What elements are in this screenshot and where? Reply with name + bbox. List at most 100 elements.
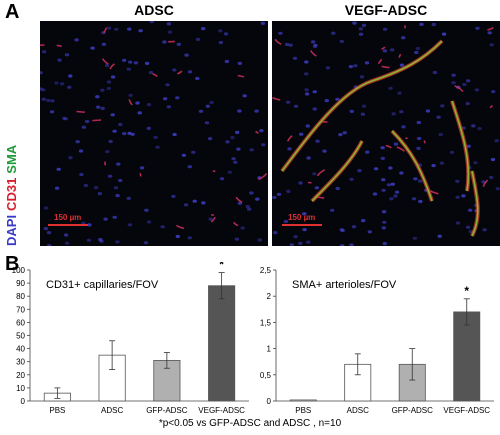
nucleus (223, 32, 229, 36)
nucleus (144, 208, 149, 212)
y-tick-label: 0 (267, 397, 272, 406)
nucleus (165, 83, 170, 87)
nucleus (494, 139, 499, 143)
capillary (210, 216, 216, 223)
nucleus (254, 109, 259, 113)
bar (289, 399, 317, 402)
nucleus (218, 40, 224, 45)
nucleus (473, 161, 478, 165)
nucleus (390, 182, 395, 186)
nucleus (201, 27, 206, 31)
nucleus (401, 36, 406, 40)
chart-sma-arterioles: 0 0,5 1 1,5 2 2,5 SMA+ arterioles/FOV PBS ADSC GF… (260, 266, 494, 414)
nucleus (90, 46, 95, 50)
nucleus (93, 186, 99, 190)
nucleus (127, 223, 133, 227)
nucleus (358, 32, 364, 36)
nucleus (245, 204, 250, 209)
nucleus (235, 130, 240, 134)
nucleus (175, 234, 180, 239)
nucleus (417, 179, 423, 183)
nucleus (172, 132, 177, 137)
nucleus (187, 165, 192, 169)
nucleus (81, 221, 86, 225)
y-tick-label: 30 (16, 358, 25, 367)
nucleus (335, 186, 340, 191)
nucleus (285, 100, 291, 104)
nucleus (451, 73, 456, 77)
nucleus (249, 191, 254, 195)
nucleus (171, 194, 176, 198)
nucleus (205, 104, 210, 108)
nucleus (302, 228, 307, 232)
nucleus (351, 225, 357, 229)
x-tick-label: GFP-ADSC (392, 406, 434, 414)
x-tick-label: VEGF-ADSC (198, 406, 245, 414)
nucleus (162, 40, 167, 44)
nucleus (364, 61, 370, 65)
nucleus (143, 241, 149, 245)
nucleus (181, 153, 187, 157)
y-tick-label: 0,5 (260, 371, 272, 380)
nucleus (436, 115, 441, 119)
capillary (176, 70, 183, 75)
nucleus (415, 46, 421, 51)
nucleus (47, 243, 52, 246)
micrograph-adsc: 150 µm (40, 21, 268, 246)
capillary (272, 96, 281, 101)
nucleus (312, 90, 317, 94)
nucleus (113, 186, 119, 190)
nucleus (122, 132, 127, 136)
nucleus (389, 197, 394, 201)
nucleus (195, 76, 200, 81)
capillary (423, 140, 426, 144)
nucleus (127, 131, 132, 135)
capillary (40, 44, 45, 47)
nucleus (218, 29, 223, 33)
nucleus (224, 59, 230, 64)
nucleus (278, 31, 283, 35)
nucleus (44, 206, 49, 210)
nucleus (381, 226, 386, 230)
nucleus (86, 238, 92, 242)
chart-cd31-capillaries: 0 10 20 30 40 50 60 70 80 90 100 CD31+ capillaries/… (12, 262, 249, 414)
bar (208, 285, 236, 402)
nucleus (465, 225, 471, 229)
micrograph-vegf-adsc-image (272, 21, 500, 246)
nucleus (352, 21, 357, 25)
nucleus (135, 101, 140, 105)
nucleus (249, 148, 254, 152)
nucleus (304, 60, 309, 64)
capillary (398, 53, 402, 58)
nucleus (367, 230, 372, 234)
nucleus (462, 82, 467, 87)
nucleus (104, 63, 110, 68)
x-tick-label: VEGF-ADSC (443, 406, 490, 414)
nucleus (365, 150, 370, 154)
nucleus (361, 219, 366, 223)
nucleus (490, 157, 496, 162)
footnote: *p<0.05 vs GFP-ADSC and ADSC , n=10 (158, 418, 342, 429)
nucleus (466, 79, 471, 83)
sma-stain (471, 170, 479, 237)
nucleus (431, 164, 436, 168)
x-tick-label: ADSC (101, 406, 123, 414)
nucleus (64, 53, 70, 57)
nucleus (489, 175, 494, 180)
y-tick-label: 70 (16, 305, 25, 314)
x-tick-label: ADSC (347, 406, 369, 414)
capillary (175, 224, 185, 230)
nucleus (43, 227, 48, 231)
nucleus (78, 149, 84, 153)
nucleus (335, 97, 340, 101)
capillary (381, 46, 386, 51)
nucleus (312, 44, 318, 49)
nucleus (149, 21, 154, 24)
nucleus (209, 100, 214, 105)
nucleus (259, 129, 264, 133)
nucleus (359, 75, 365, 79)
nucleus (115, 194, 120, 198)
nucleus (468, 208, 473, 212)
nucleus (115, 240, 120, 244)
nucleus (155, 145, 160, 149)
